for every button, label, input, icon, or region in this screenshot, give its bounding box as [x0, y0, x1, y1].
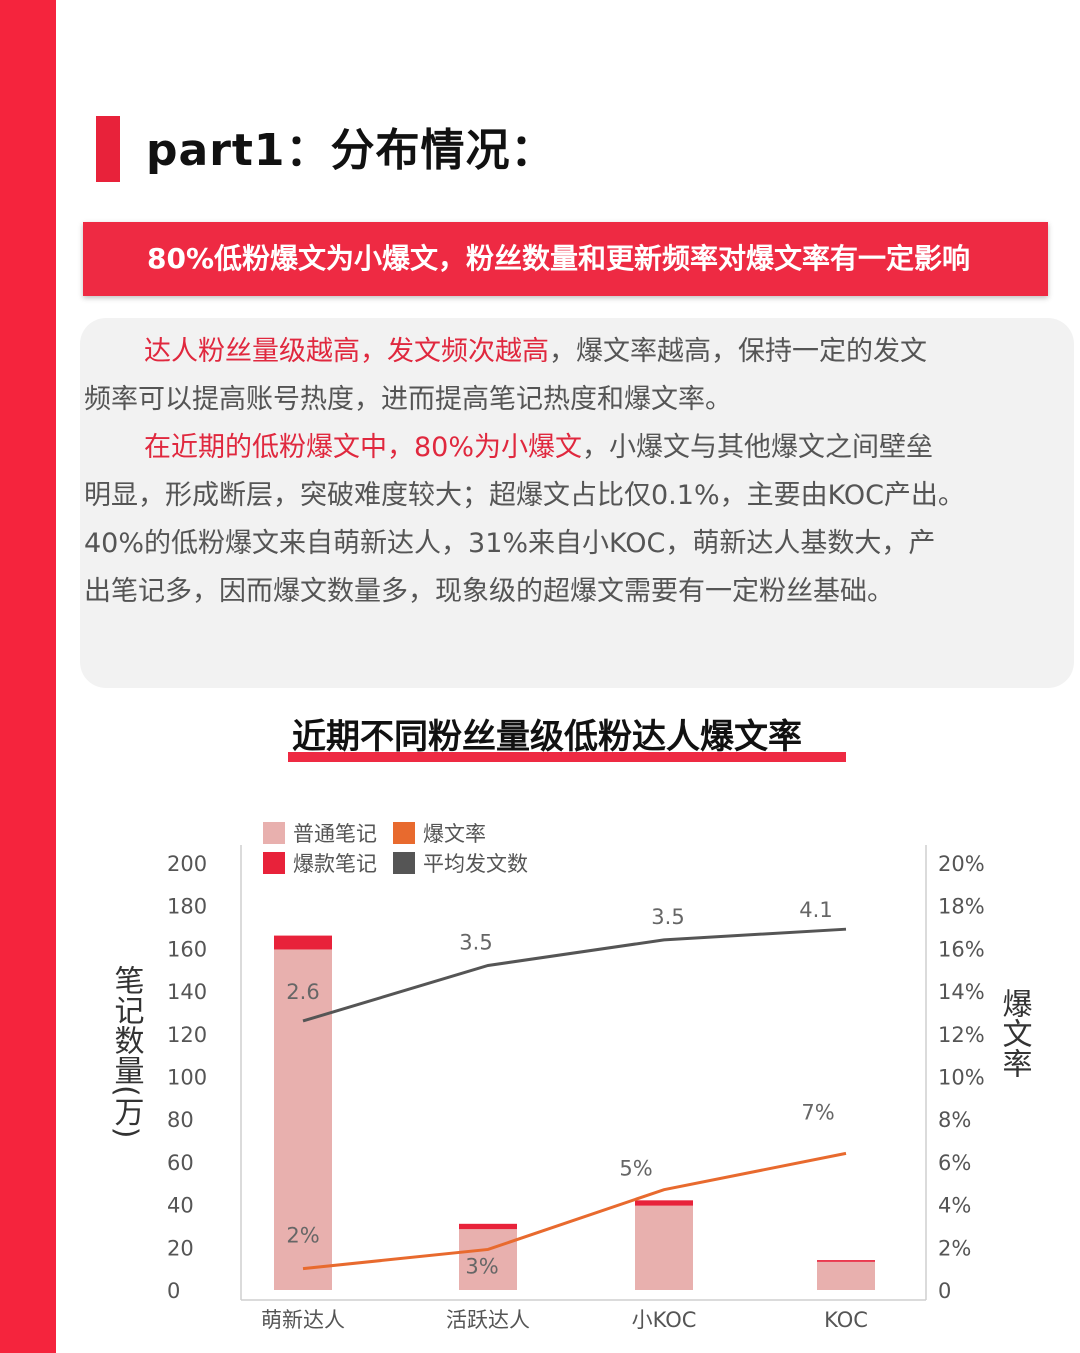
x-tick-label: 小KOC — [632, 1308, 697, 1332]
y-tick-label: 100 — [167, 1066, 207, 1090]
legend-swatch — [263, 852, 285, 874]
summary-banner: 80%低粉爆文为小爆文，粉丝数量和更新频率对爆文率有一定影响 — [83, 222, 1048, 296]
paragraph-1-line-1: ，爆文率越高，保持一定的发文 — [549, 336, 927, 367]
y2-tick-label: 16% — [938, 937, 985, 961]
y-tick-label: 60 — [167, 1151, 194, 1175]
y-axis-title: 笔记数量(万) — [109, 965, 144, 1138]
legend-label: 爆款笔记 — [293, 852, 377, 876]
y-tick-label: 160 — [167, 937, 207, 961]
bar-viral-notes — [274, 935, 332, 950]
legend-label: 爆文率 — [423, 822, 486, 846]
bar-normal-notes — [274, 949, 332, 1290]
y2-tick-label: 12% — [938, 1023, 985, 1047]
x-tick-label: 萌新达人 — [261, 1308, 345, 1332]
bar-viral-notes — [459, 1223, 517, 1230]
viral-rate-data-label: 7% — [801, 1100, 834, 1124]
viral-rate-data-label: 5% — [619, 1157, 652, 1181]
y2-tick-label: 18% — [938, 895, 985, 919]
page-title: part1：分布情况： — [146, 125, 556, 176]
description-box: 达人粉丝量级越高，发文频次越高，爆文率越高，保持一定的发文 频率可以提高账号热度… — [80, 318, 1074, 688]
legend-label: 普通笔记 — [293, 822, 377, 846]
avg-posts-data-label: 4.1 — [799, 898, 832, 922]
paragraph-2-line-1: ，小爆文与其他爆文之间壁垒 — [582, 432, 934, 463]
title-marker — [96, 116, 120, 182]
paragraph-2-line-4: 出笔记多，因而爆文数量多，现象级的超爆文需要有一定粉丝基础。 — [84, 576, 894, 607]
bar-normal-notes — [817, 1261, 875, 1290]
y-tick-label: 200 — [167, 852, 207, 876]
paragraph-2-line-2: 明显，形成断层，突破难度较大；超爆文占比仅0.1%，主要由KOC产出。 — [84, 480, 965, 511]
y2-tick-label: 4% — [938, 1194, 971, 1218]
left-accent-band — [0, 0, 56, 1353]
y2-tick-label: 20% — [938, 852, 985, 876]
y-tick-label: 180 — [167, 895, 207, 919]
legend-label: 平均发文数 — [423, 852, 528, 876]
y-tick-label: 40 — [167, 1194, 194, 1218]
avg-posts-data-label: 3.5 — [651, 905, 684, 929]
y-tick-label: 20 — [167, 1236, 194, 1260]
line-viral-rate — [302, 1151, 847, 1271]
chart-title-underline — [288, 752, 846, 762]
y2-tick-label: 10% — [938, 1066, 985, 1090]
y2-tick-label: 8% — [938, 1108, 971, 1132]
chart-title: 近期不同粉丝量级低粉达人爆文率 — [292, 717, 802, 757]
viral-rate-data-label: 2% — [286, 1224, 319, 1248]
y2-tick-label: 6% — [938, 1151, 971, 1175]
paragraph-1-line-2: 频率可以提高账号热度，进而提高笔记热度和爆文率。 — [84, 384, 732, 415]
y2-axis-title: 爆文率 — [997, 988, 1032, 1078]
legend-swatch — [263, 822, 285, 844]
paragraph-1-highlight: 达人粉丝量级越高，发文频次越高 — [144, 336, 549, 367]
y2-tick-label: 0 — [938, 1279, 951, 1303]
line-avg-posts — [302, 927, 847, 1023]
x-tick-label: KOC — [824, 1308, 868, 1332]
x-tick-label: 活跃达人 — [446, 1308, 530, 1332]
bar-normal-notes — [459, 1229, 517, 1290]
y-tick-label: 0 — [167, 1279, 180, 1303]
y-tick-label: 140 — [167, 980, 207, 1004]
paragraph-2-line-3: 40%的低粉爆文来自萌新达人，31%来自小KOC，萌新达人基数大，产 — [84, 528, 936, 559]
bar-viral-notes — [817, 1260, 875, 1262]
legend-swatch — [393, 822, 415, 844]
y-tick-label: 80 — [167, 1108, 194, 1132]
legend-swatch — [393, 852, 415, 874]
avg-posts-data-label: 3.5 — [459, 930, 492, 954]
y2-tick-label: 2% — [938, 1236, 971, 1260]
viral-rate-data-label: 3% — [465, 1254, 498, 1278]
y-tick-label: 120 — [167, 1023, 207, 1047]
bar-viral-notes — [635, 1200, 693, 1206]
description-paragraph-2: 在近期的低粉爆文中，80%为小爆文，小爆文与其他爆文之间壁垒 明显，形成断层，突… — [84, 424, 1044, 616]
bar-normal-notes — [635, 1205, 693, 1290]
avg-posts-data-label: 2.6 — [286, 980, 319, 1004]
summary-banner-text: 80%低粉爆文为小爆文，粉丝数量和更新频率对爆文率有一定影响 — [147, 242, 971, 275]
description-paragraph-1: 达人粉丝量级越高，发文频次越高，爆文率越高，保持一定的发文 频率可以提高账号热度… — [84, 328, 1044, 424]
paragraph-2-highlight: 在近期的低粉爆文中，80%为小爆文 — [144, 432, 583, 463]
y2-tick-label: 14% — [938, 980, 985, 1004]
